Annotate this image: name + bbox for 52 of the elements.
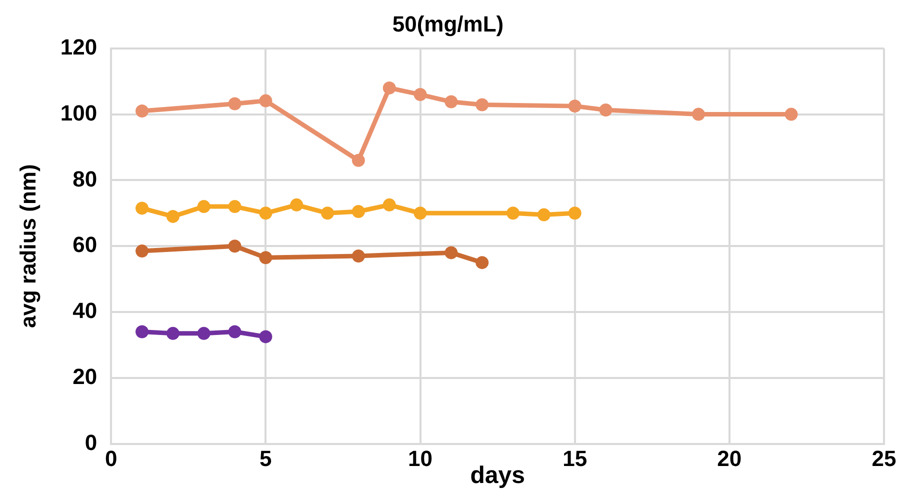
point — [228, 97, 242, 110]
y-tick-label: 40 — [72, 298, 98, 324]
x-tick-label: 25 — [872, 446, 896, 472]
point — [166, 210, 180, 223]
point — [414, 206, 427, 220]
chart-title: 50(mg/mL) — [392, 11, 504, 36]
x-tick-label: 5 — [260, 446, 272, 472]
x-tick-label: 15 — [562, 446, 588, 472]
point — [692, 108, 706, 121]
point — [382, 198, 396, 212]
y-tick-label: 80 — [72, 166, 98, 192]
point — [259, 94, 272, 108]
point — [784, 108, 798, 121]
point — [476, 256, 489, 270]
point — [228, 240, 242, 253]
point — [382, 81, 396, 94]
point — [444, 95, 458, 108]
point — [197, 326, 210, 340]
y-tick-label: 120 — [60, 34, 98, 60]
point — [537, 208, 550, 222]
point — [506, 206, 520, 220]
point — [197, 200, 210, 214]
point — [259, 206, 272, 220]
point — [476, 98, 489, 112]
y-tick-label: 20 — [72, 364, 98, 389]
point — [352, 154, 365, 167]
y-axis-title: avg radius (nm) — [15, 164, 40, 328]
x-axis-title: days — [470, 462, 525, 490]
point — [259, 251, 272, 264]
y-tick-label: 0 — [84, 430, 98, 455]
point — [290, 198, 304, 212]
point — [568, 100, 582, 113]
point — [136, 104, 149, 118]
y-tick-label: 60 — [72, 232, 98, 258]
point — [321, 206, 334, 220]
point — [228, 325, 242, 338]
point — [259, 330, 272, 344]
x-tick-label: 0 — [104, 446, 118, 472]
point — [414, 88, 427, 102]
point — [228, 200, 242, 214]
point — [166, 326, 180, 340]
point — [568, 206, 582, 220]
point — [136, 244, 149, 258]
point — [136, 325, 149, 338]
x-tick-label: 10 — [408, 446, 433, 472]
point — [136, 202, 149, 215]
point — [599, 104, 612, 117]
x-tick-label: 20 — [717, 446, 742, 472]
point — [444, 246, 458, 260]
point — [352, 249, 365, 262]
point — [352, 205, 365, 218]
y-tick-label: 100 — [60, 100, 98, 126]
